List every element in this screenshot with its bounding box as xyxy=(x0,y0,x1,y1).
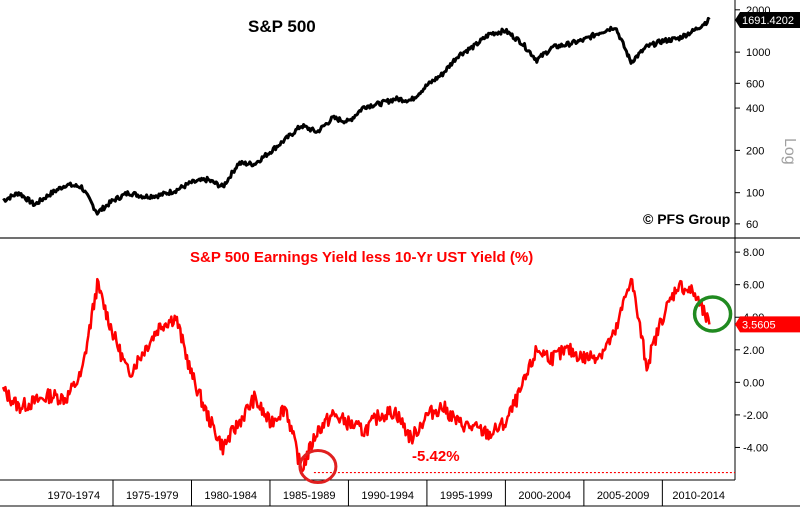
sp500-series-line xyxy=(2,16,711,216)
top-last-value-tag: 1691.4202 xyxy=(735,12,800,29)
latest-point-circle xyxy=(692,295,733,333)
top-y-tick-label: 200 xyxy=(746,145,764,157)
x-tick-label: 2010-2014 xyxy=(672,490,725,502)
bottom-last-value-tag: 3.5605 xyxy=(735,316,800,333)
bottom-y-tick-label: 2.00 xyxy=(743,345,764,357)
x-tick-label: 2000-2004 xyxy=(518,490,571,502)
yield-gap-series-line xyxy=(1,277,711,473)
min-annotation-label: -5.42% xyxy=(412,448,460,465)
x-axis-ticks: 1970-1974 1975-1979 1980-1984 1985-1989 1990… xyxy=(47,480,725,506)
top-y-tick-label: 100 xyxy=(746,188,764,200)
top-y-tick-label: 1000 xyxy=(746,47,770,59)
bottom-y-tick-label: -2.00 xyxy=(743,410,768,422)
x-tick-label: 1970-1974 xyxy=(47,490,100,502)
bottom-last-value-marker xyxy=(735,316,800,333)
low-point-circle xyxy=(298,449,338,485)
top-last-value-marker xyxy=(735,12,800,29)
top-y-tick-label: 600 xyxy=(746,78,764,90)
bottom-y-ticks: -4.00-2.000.002.004.006.008.00 xyxy=(735,247,768,454)
top-y-tick-label: 60 xyxy=(746,219,758,231)
x-tick-label: 1995-1999 xyxy=(440,490,493,502)
y-axis-scale-label: Log xyxy=(781,138,798,165)
bottom-y-tick-label: -4.00 xyxy=(743,442,768,454)
bottom-y-tick-label: 8.00 xyxy=(743,247,764,259)
bottom-y-tick-label: 0.00 xyxy=(743,377,764,389)
bottom-last-value-label: 3.5605 xyxy=(742,319,776,331)
x-tick-label: 1980-1984 xyxy=(204,490,257,502)
x-tick-label: 1985-1989 xyxy=(283,490,336,502)
top-y-tick-label: 2000 xyxy=(746,5,770,17)
bottom-y-tick-label: 6.00 xyxy=(743,280,764,292)
top-y-ticks: 60 100 200 400 600 1000 2000 xyxy=(735,5,770,231)
x-tick-label: 1975-1979 xyxy=(126,490,179,502)
watermark-text: © PFS Group xyxy=(643,211,730,227)
top-last-value-label: 1691.4202 xyxy=(742,15,794,27)
bottom-chart-title: S&P 500 Earnings Yield less 10-Yr UST Yi… xyxy=(190,249,533,266)
top-y-tick-label: 400 xyxy=(746,103,764,115)
top-chart-title: S&P 500 xyxy=(248,17,316,36)
x-tick-label: 2005-2009 xyxy=(597,490,650,502)
x-tick-label: 1990-1994 xyxy=(361,490,414,502)
